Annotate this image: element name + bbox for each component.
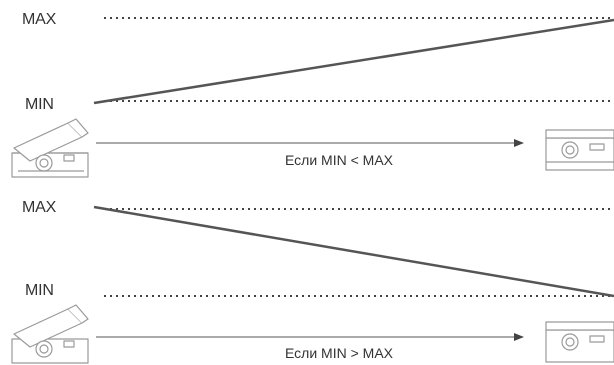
panel1-condition-label: Если MIN < MAX <box>285 152 394 168</box>
panel2-condition-label: Если MIN > MAX <box>285 345 394 361</box>
panel2-response-line <box>93 205 614 298</box>
expression-pedal-heel-down-icon <box>11 304 89 364</box>
expression-pedal-toe-down-icon <box>545 321 614 363</box>
expression-pedal-heel-down-icon <box>11 118 89 178</box>
panel1-response-line <box>93 18 614 105</box>
panel2-max-label: MAX <box>22 199 57 216</box>
panel1-max-label: MAX <box>22 11 57 28</box>
expression-pedal-toe-down-icon <box>545 129 614 171</box>
panel2-min-label: MIN <box>25 282 54 299</box>
panel1-min-label: MIN <box>25 96 54 113</box>
